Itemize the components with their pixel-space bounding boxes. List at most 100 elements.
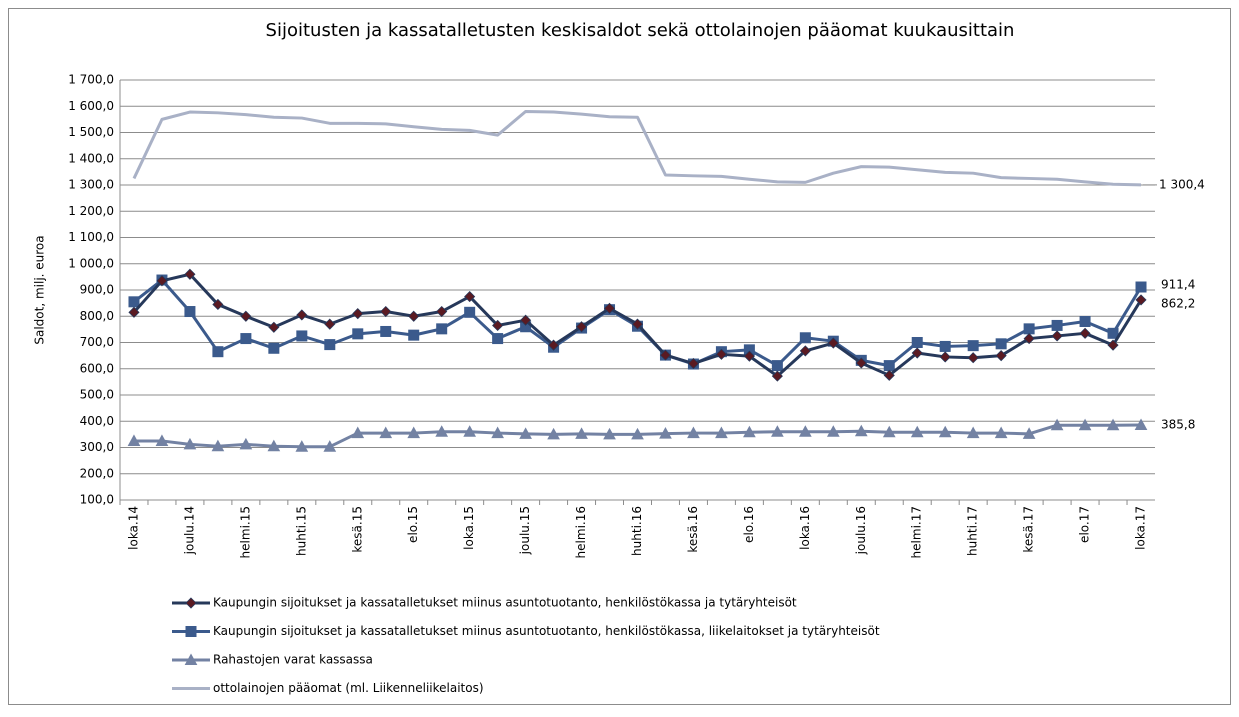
data-point: [296, 330, 308, 342]
y-axis-label: Saldot, milj. euroa: [33, 235, 47, 344]
y-tick-label: 900,0: [80, 283, 114, 297]
legend-label: Kaupungin sijoitukset ja kassatalletukse…: [213, 596, 797, 610]
data-point: [296, 309, 308, 321]
data-point: [435, 425, 449, 437]
data-point: [1022, 427, 1036, 439]
x-tick-label: helmi.15: [238, 506, 252, 558]
data-point: [938, 425, 952, 438]
data-point: [351, 426, 365, 439]
data-point: [379, 426, 393, 439]
data-point: [240, 333, 252, 345]
x-tick-label: helmi.17: [910, 506, 924, 558]
data-point: [939, 351, 951, 363]
data-point: [743, 425, 756, 438]
y-tick-label: 1 100,0: [68, 230, 114, 244]
data-point: [239, 437, 253, 450]
x-tick-label: loka.16: [798, 506, 812, 550]
data-point: [994, 426, 1008, 439]
legend-label: ottolainojen pääomat (ml. Liikenneliikel…: [213, 681, 484, 695]
data-point: [882, 425, 896, 438]
x-tick-label: kesä.16: [686, 506, 700, 553]
data-point: [995, 350, 1007, 362]
data-point: [967, 340, 979, 352]
data-point: [547, 427, 560, 440]
data-point: [910, 425, 924, 438]
data-point: [855, 357, 867, 369]
data-point: [1134, 418, 1148, 430]
data-point: [826, 425, 840, 437]
data-point: [798, 425, 812, 437]
y-tick-label: 1 200,0: [68, 204, 114, 218]
data-point: [1050, 418, 1064, 431]
data-point: [883, 360, 895, 372]
data-point: [268, 321, 280, 333]
data-point: [687, 426, 700, 439]
data-point: [211, 439, 225, 452]
data-point: [324, 318, 336, 330]
data-point: [463, 425, 477, 437]
legend-label: Rahastojen varat kassassa: [213, 653, 373, 667]
data-point: [1079, 327, 1091, 339]
data-point: [1107, 327, 1119, 339]
y-tick-label: 1 600,0: [68, 99, 114, 113]
data-point: [184, 306, 196, 318]
data-point: [464, 306, 476, 318]
data-point: [352, 328, 364, 340]
data-point: [827, 337, 839, 349]
data-point: [436, 305, 448, 318]
y-tick-label: 1 700,0: [68, 73, 114, 87]
data-point: [1023, 332, 1035, 345]
x-tick-label: loka.15: [462, 506, 476, 550]
data-point: [295, 440, 309, 452]
x-tick-label: huhti.17: [966, 506, 980, 556]
data-point: [966, 426, 980, 439]
data-point: [1107, 339, 1119, 351]
data-point: [184, 268, 196, 280]
data-point: [995, 338, 1007, 350]
data-point: [659, 427, 672, 439]
data-point: [324, 339, 336, 351]
x-tick-label: joulu.15: [518, 506, 532, 555]
y-tick-label: 700,0: [80, 335, 114, 349]
data-point: [1079, 316, 1091, 327]
chart-frame: [8, 8, 1231, 705]
data-label: 862,2: [1161, 296, 1195, 310]
data-point: [687, 357, 700, 370]
legend-label: Kaupungin sijoitukset ja kassatalletukse…: [213, 624, 880, 638]
data-point: [911, 347, 923, 359]
y-tick-label: 1 300,0: [68, 178, 114, 192]
data-point: [771, 425, 784, 437]
data-point: [128, 296, 140, 308]
data-point: [407, 426, 421, 439]
data-point: [1078, 418, 1092, 431]
data-point: [603, 427, 616, 440]
data-point: [575, 321, 588, 333]
data-point: [183, 437, 197, 450]
data-label: 1 300,4: [1159, 177, 1205, 191]
data-point: [715, 348, 727, 360]
y-tick-label: 500,0: [80, 388, 114, 402]
legend-marker: [184, 653, 198, 665]
y-tick-label: 300,0: [80, 440, 114, 454]
chart-title: Sijoitusten ja kassatalletusten keskisal…: [266, 20, 1015, 41]
data-point: [1135, 281, 1147, 293]
data-point: [1023, 323, 1035, 335]
data-point: [128, 306, 140, 318]
data-point: [520, 314, 532, 326]
data-point: [436, 323, 448, 335]
data-point: [659, 349, 672, 361]
data-label: 911,4: [1161, 278, 1195, 292]
data-point: [911, 337, 923, 348]
y-tick-label: 800,0: [80, 309, 114, 323]
x-tick-label: kesä.15: [350, 506, 364, 553]
data-point: [212, 298, 224, 311]
x-tick-label: huhti.15: [294, 506, 308, 556]
legend-marker: [185, 626, 197, 637]
data-point: [380, 325, 392, 337]
x-tick-label: loka.14: [126, 506, 140, 550]
y-tick-label: 1 000,0: [68, 256, 114, 270]
data-point: [854, 424, 868, 437]
y-tick-label: 1 400,0: [68, 151, 114, 165]
y-tick-label: 100,0: [80, 493, 114, 507]
